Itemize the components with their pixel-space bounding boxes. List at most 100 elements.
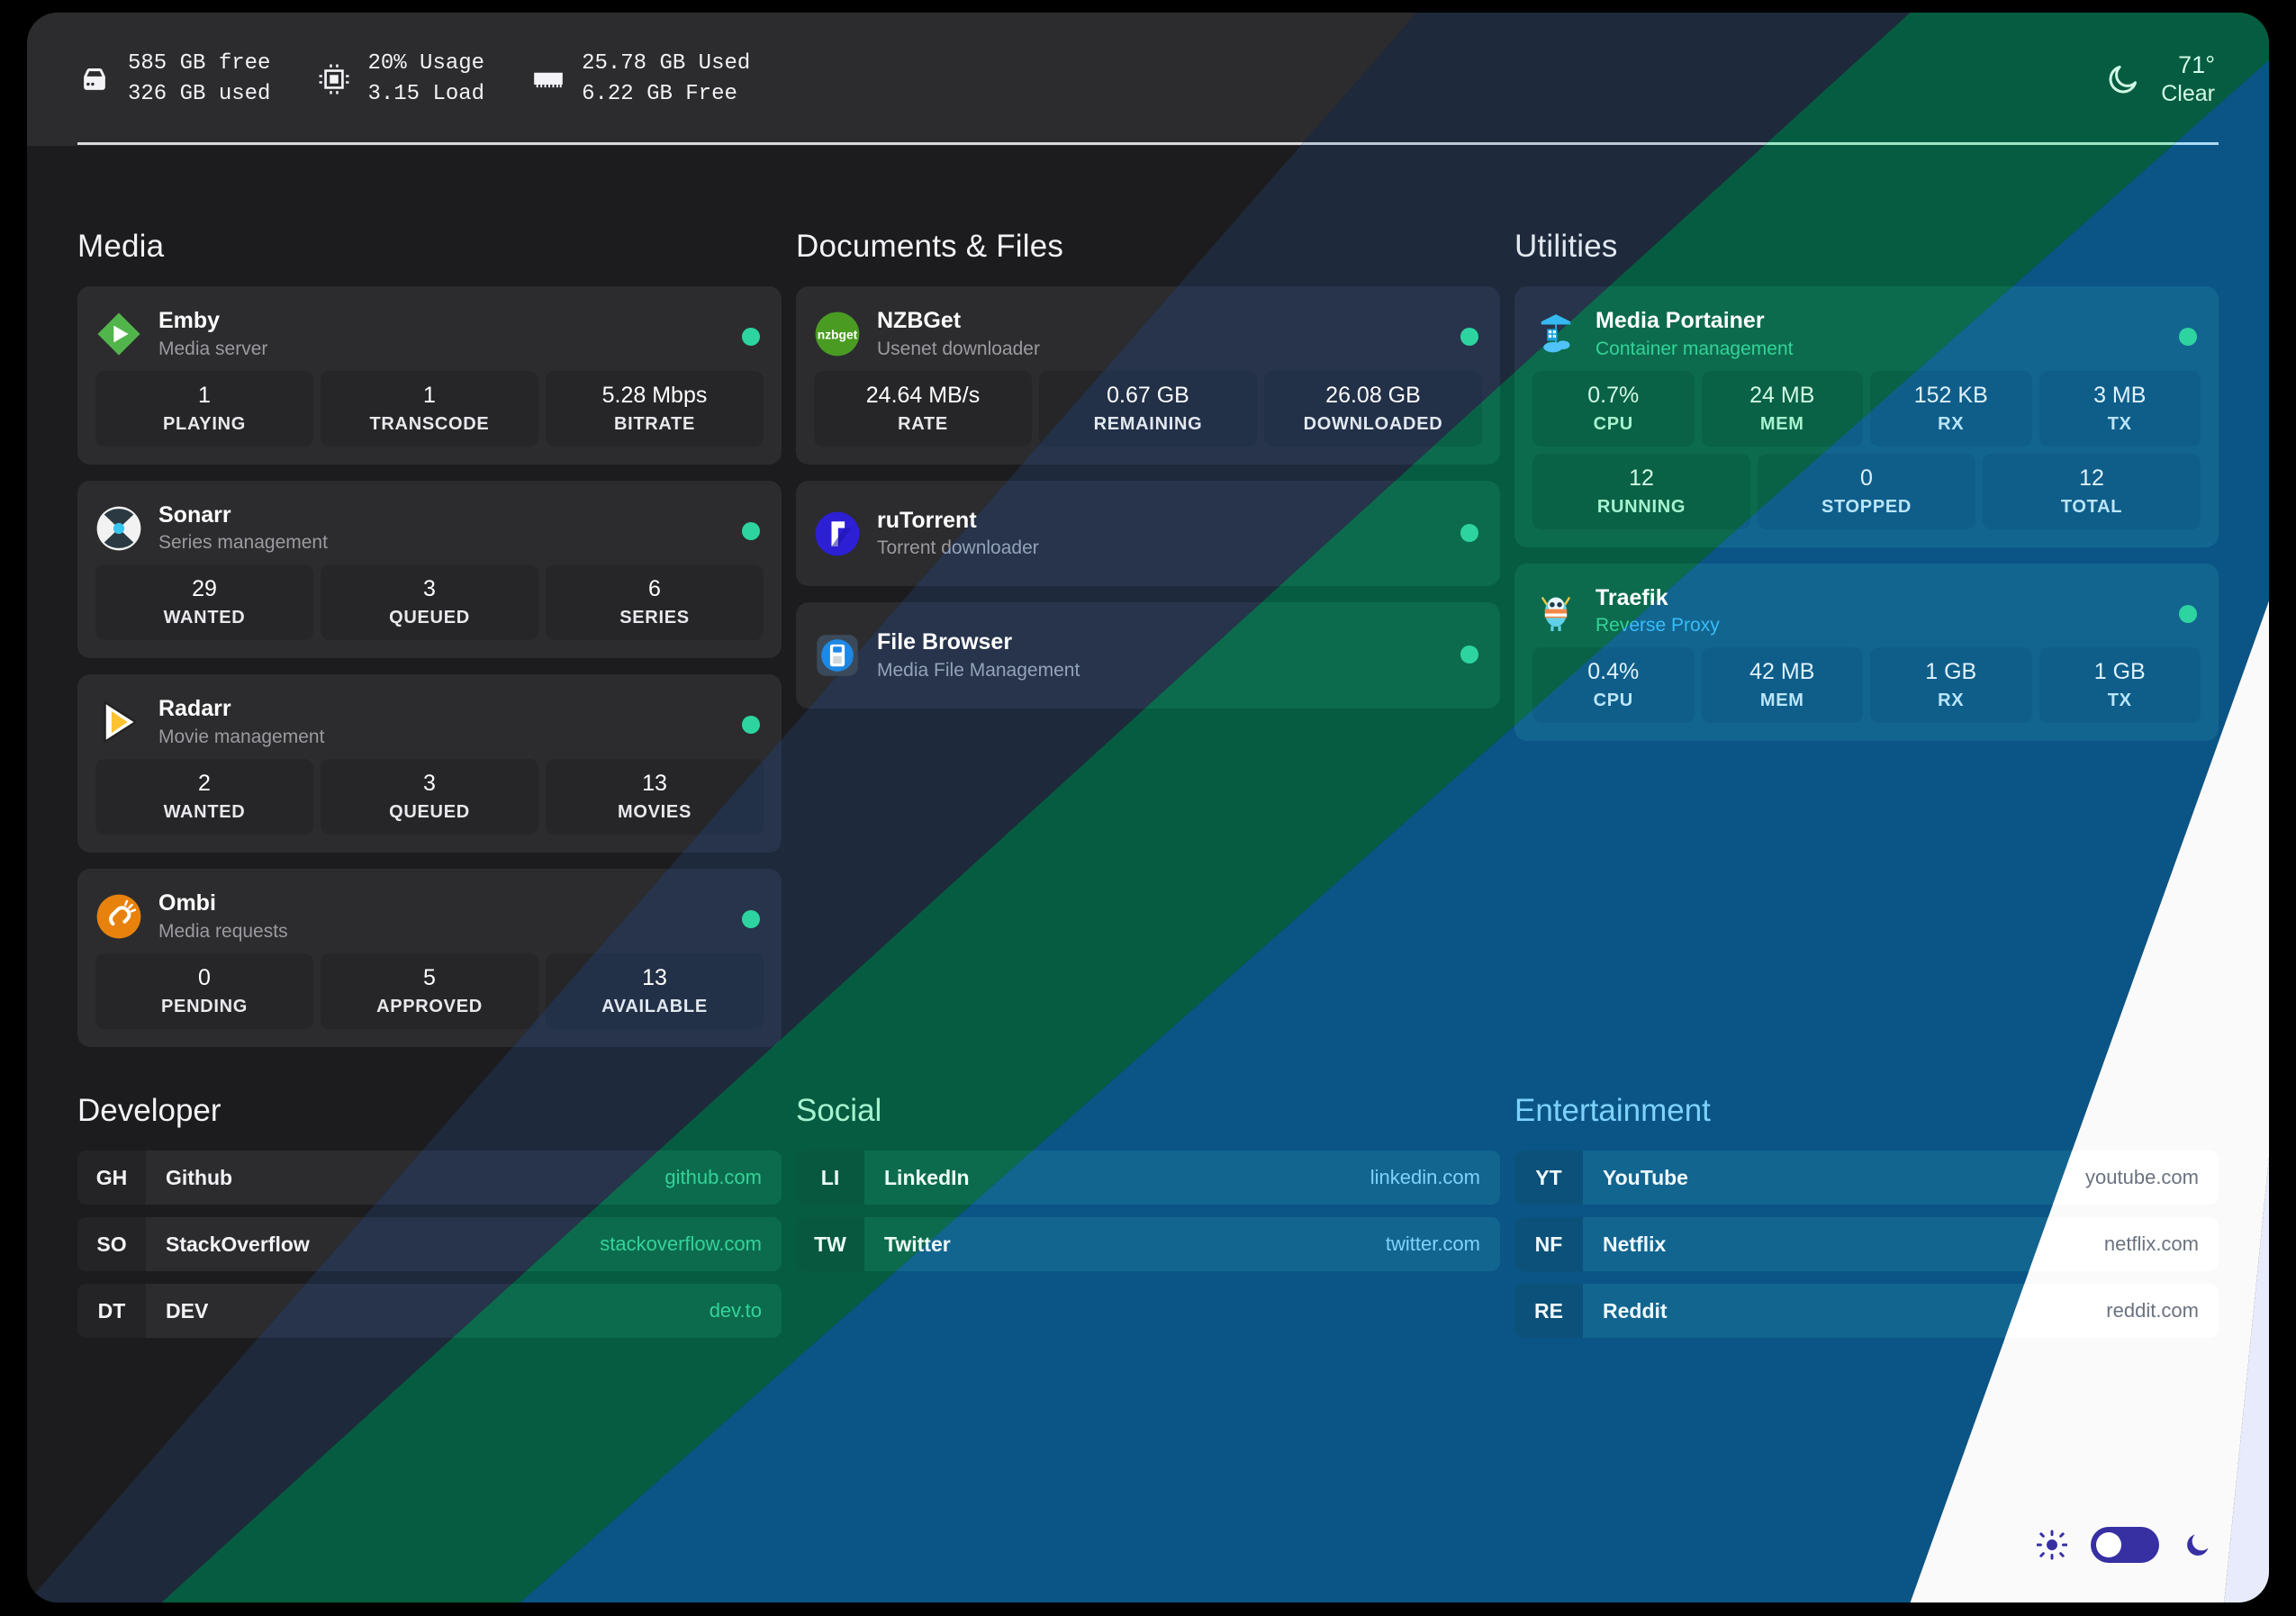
service-stat-tile: 3 QUEUED <box>321 564 538 641</box>
bookmark-name: Reddit <box>1603 1298 1668 1323</box>
service-stat-value: 5.28 Mbps <box>601 382 708 408</box>
service-stat-label: SERIES <box>619 608 690 628</box>
service-stat-tile: 29 WANTED <box>95 564 313 641</box>
service-stat-label: CPU <box>1593 691 1633 711</box>
service-stat-label: CPU <box>1593 413 1633 434</box>
service-card-header: Radarr Movie management <box>95 691 764 759</box>
service-stat-row: 0.4% CPU 42 MB MEM 1 GB RX 1 GB TX <box>1532 647 2201 724</box>
bookmark-name: Github <box>166 1165 233 1189</box>
service-stat-tile: 5 APPROVED <box>321 952 538 1029</box>
status-indicator-online <box>742 327 760 346</box>
system-stat-line2: 3.15 Load <box>367 82 485 106</box>
bookmark-url: youtube.com <box>2085 1166 2199 1188</box>
bookmark-url: netflix.com <box>2103 1232 2199 1255</box>
service-stat-row: 29 WANTED 3 QUEUED 6 SERIES <box>95 564 764 641</box>
service-stat-tile: 42 MB MEM <box>1701 647 1863 724</box>
service-stat-value: 152 KB <box>1913 382 1988 408</box>
service-stat-value: 3 <box>423 576 436 602</box>
service-stat-label: WANTED <box>163 608 246 628</box>
system-stat-line2: 326 GB used <box>128 82 271 106</box>
service-meta: File Browser Media File Management <box>877 629 1080 682</box>
memory-icon <box>531 62 565 96</box>
bookmark-name: YouTube <box>1603 1165 1688 1189</box>
ombi-logo <box>95 893 142 940</box>
service-name: ruTorrent <box>877 507 977 533</box>
service-stat-label: REMAINING <box>1093 413 1203 434</box>
service-stat-label: QUEUED <box>389 608 470 628</box>
service-stat-value: 24 MB <box>1749 382 1815 408</box>
service-stat-tile: 26.08 GB DOWNLOADED <box>1264 370 1482 447</box>
status-indicator-online <box>1460 645 1478 664</box>
dashboard-window: 585 GB free 326 GB used 20% Usage 3.15 Load… <box>27 13 2269 1602</box>
bookmark-url: dev.to <box>709 1299 762 1322</box>
status-indicator-online <box>742 716 760 735</box>
service-stat-label: MOVIES <box>618 802 692 823</box>
weather-widget[interactable]: 71°Clear <box>2105 50 2269 108</box>
service-card[interactable]: Sonarr Series management 29 WANTED 3 QUEUED 6 S… <box>77 480 782 659</box>
service-stat-value: 0.7% <box>1587 382 1640 408</box>
service-stat-tile: 3 MB TX <box>2038 370 2201 447</box>
sonarr-logo <box>95 505 142 552</box>
service-stat-value: 0.67 GB <box>1107 382 1189 408</box>
bookmark-abbr: TW <box>796 1217 864 1271</box>
service-meta: Radarr Movie management <box>158 696 324 748</box>
bookmark-abbr: GH <box>77 1151 146 1205</box>
header-bar: 585 GB free 326 GB used 20% Usage 3.15 Load… <box>27 13 1417 146</box>
service-stat-label: MEM <box>1759 691 1804 711</box>
bookmark-abbr: NF <box>1514 1217 1583 1271</box>
service-stat-value: 12 <box>2079 465 2104 491</box>
status-indicator-online <box>1460 327 1478 346</box>
theme-switcher[interactable] <box>2037 1527 2213 1563</box>
rutorrent-logo <box>814 510 861 557</box>
moon-icon[interactable] <box>2183 1530 2213 1560</box>
bookmark-url: github.com <box>664 1166 762 1188</box>
service-stat-tile: 24.64 MB/s RATE <box>814 370 1032 447</box>
service-stat-value: 12 <box>1629 465 1654 491</box>
service-stat-label: QUEUED <box>389 802 470 823</box>
service-stat-value: 24.64 MB/s <box>865 382 981 408</box>
bookmark-name: LinkedIn <box>884 1165 970 1189</box>
service-description: Series management <box>158 532 328 554</box>
service-name: Ombi <box>158 890 216 916</box>
service-stat-tile: 0 PENDING <box>95 952 313 1029</box>
service-stat-label: RUNNING <box>1596 496 1686 517</box>
bookmark-name: DEV <box>166 1298 209 1323</box>
system-stat-line2: 6.22 GB Free <box>582 82 737 106</box>
traefik-logo <box>1532 588 1579 635</box>
system-stat-text: 585 GB free 326 GB used <box>128 49 270 110</box>
system-stat-cpu: 20% Usage 3.15 Load <box>317 49 484 110</box>
service-stat-value: 6 <box>648 576 661 602</box>
service-meta: Emby Media server <box>158 308 267 360</box>
bookmark-name: StackOverflow <box>166 1232 310 1256</box>
theme-toggle[interactable] <box>2091 1527 2159 1563</box>
bookmark-group-title: Social <box>796 1093 882 1128</box>
svg-text:nzbget: nzbget <box>818 328 858 342</box>
service-card[interactable]: Emby Media server 1 PLAYING 1 TRANSCODE 5.28 M… <box>77 286 782 465</box>
service-name: Media Portainer <box>1595 308 1765 333</box>
service-stat-tile: 6 SERIES <box>546 564 764 641</box>
service-meta: Media Portainer Container management <box>1595 308 1793 360</box>
service-stat-value: 1 <box>198 382 211 408</box>
bookmark-abbr: SO <box>77 1217 146 1271</box>
service-stat-value: 3 <box>423 771 436 797</box>
bookmark-group-title: Entertainment <box>1514 1093 1711 1128</box>
service-name: File Browser <box>877 629 1013 655</box>
system-stat-text: 20% Usage 3.15 Load <box>367 49 484 110</box>
service-stat-label: RX <box>1938 691 1965 711</box>
service-description: Media requests <box>158 920 288 942</box>
service-meta: Sonarr Series management <box>158 502 328 555</box>
service-name: Emby <box>158 308 221 333</box>
service-description: Media server <box>158 338 268 359</box>
bookmark-url: twitter.com <box>1385 1232 1480 1255</box>
service-stat-label: APPROVED <box>376 996 483 1016</box>
service-stat-label: STOPPED <box>1821 496 1912 517</box>
service-stat-label: RX <box>1938 413 1965 434</box>
service-description: Usenet downloader <box>877 338 1040 359</box>
service-card[interactable]: Radarr Movie management 2 WANTED 3 QUEUED 13 MO… <box>77 674 782 853</box>
sun-icon[interactable] <box>2037 1530 2067 1560</box>
service-column-title: Media <box>77 229 165 264</box>
service-stat-row: 2 WANTED 3 QUEUED 13 MOVIES <box>95 759 764 835</box>
service-stat-row: 1 PLAYING 1 TRANSCODE 5.28 Mbps BITRATE <box>95 370 764 447</box>
system-stat-line1: 20% Usage <box>367 50 485 76</box>
emby-logo <box>95 311 142 357</box>
